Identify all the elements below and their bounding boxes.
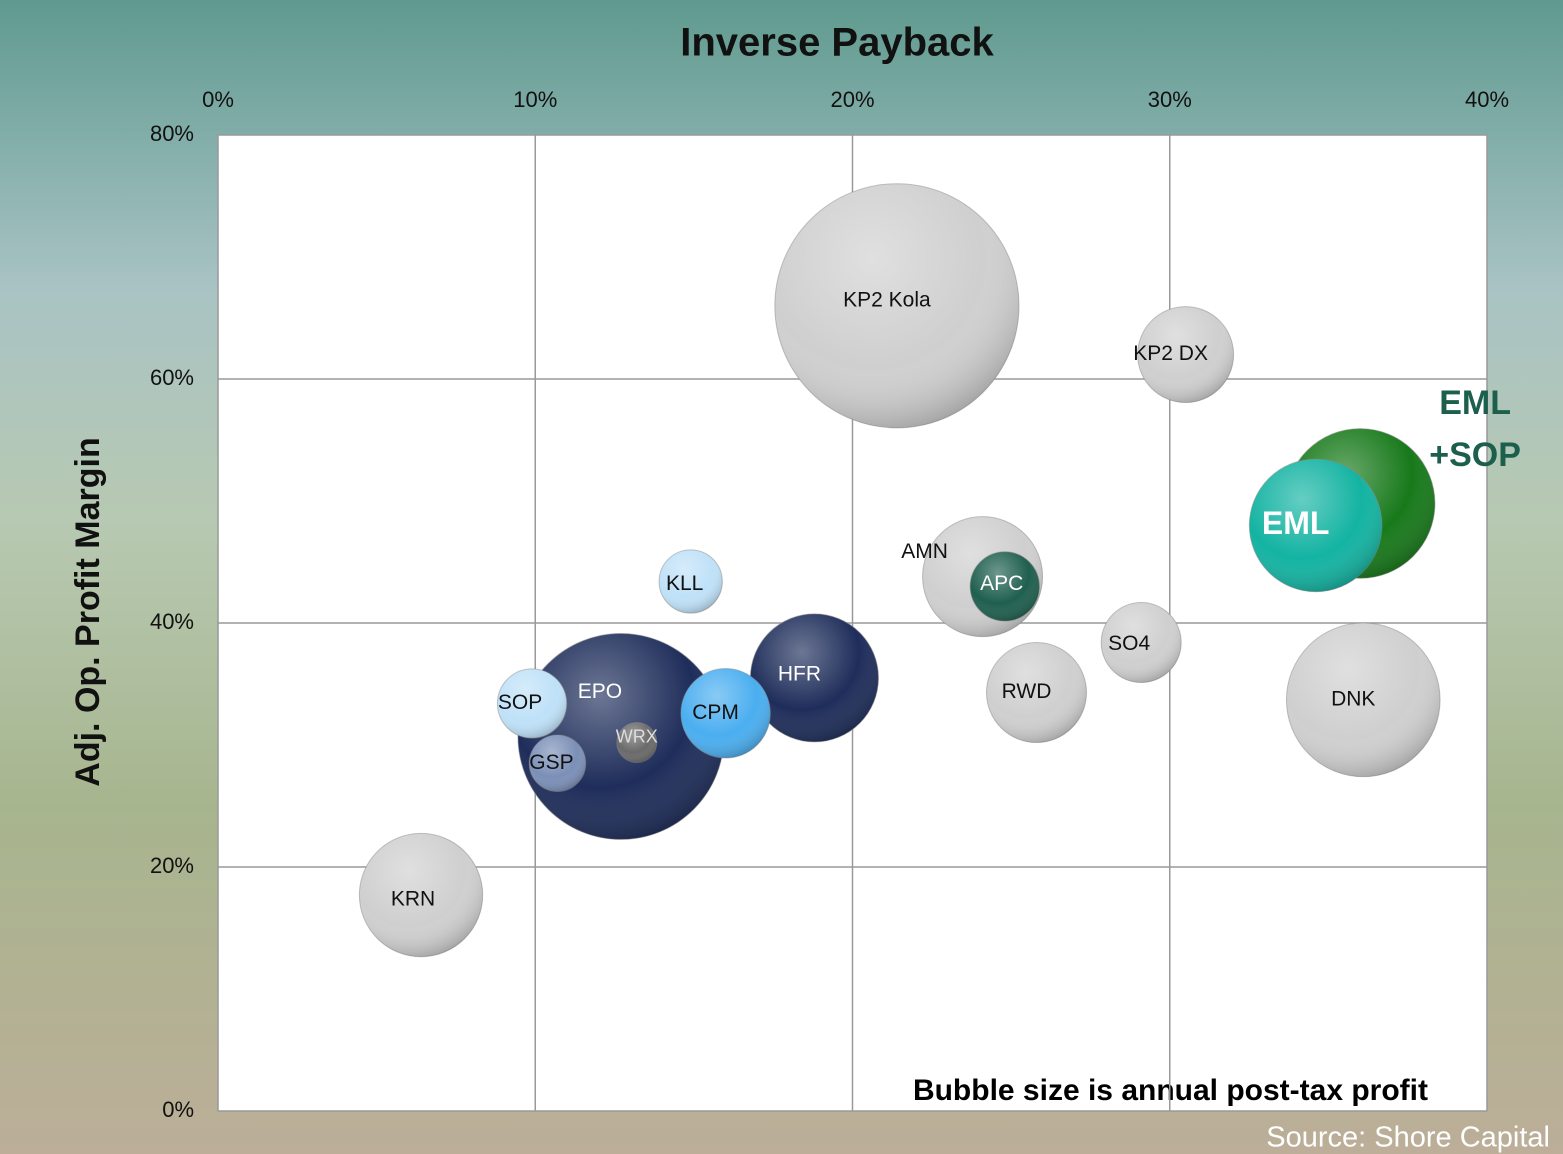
y-tick-label: 0% bbox=[162, 1097, 194, 1122]
x-tick-label: 20% bbox=[830, 87, 874, 112]
x-tick-label: 0% bbox=[202, 87, 234, 112]
bubble-label: DNK bbox=[1331, 687, 1375, 710]
y-axis-label: Adj. Op. Profit Margin bbox=[69, 437, 107, 786]
bubble-label: RWD bbox=[1002, 680, 1052, 703]
bubble-label: KP2 DX bbox=[1133, 342, 1208, 365]
y-tick-label: 20% bbox=[150, 853, 194, 878]
bubble-label: KLL bbox=[666, 572, 703, 595]
bubble-label: AMN bbox=[901, 540, 948, 563]
bubble-label: APC bbox=[980, 572, 1023, 595]
x-tick-label: 10% bbox=[513, 87, 557, 112]
bubble-label: CPM bbox=[692, 701, 739, 724]
x-tick-label: 40% bbox=[1465, 87, 1509, 112]
source: Source: Shore Capital bbox=[1266, 1122, 1550, 1154]
bubble-label: WRX bbox=[616, 726, 658, 746]
bubble-label: EML +SOP bbox=[1429, 384, 1521, 475]
x-tick-label: 30% bbox=[1148, 87, 1192, 112]
bubble-label: EML bbox=[1262, 505, 1330, 541]
y-tick-label: 40% bbox=[150, 609, 194, 634]
bubble-label: SO4 bbox=[1108, 632, 1150, 655]
bubble-label: KRN bbox=[391, 888, 435, 911]
y-tick-label: 80% bbox=[150, 121, 194, 146]
bubble-label: EPO bbox=[578, 680, 622, 703]
y-tick-label: 60% bbox=[150, 365, 194, 390]
bubble-label: KP2 Kola bbox=[843, 288, 931, 311]
bubble-label: SOP bbox=[498, 691, 542, 714]
bubble-label: HFR bbox=[778, 662, 821, 685]
bubble-label: GSP bbox=[529, 751, 573, 774]
chart-title: Inverse Payback bbox=[680, 21, 994, 65]
